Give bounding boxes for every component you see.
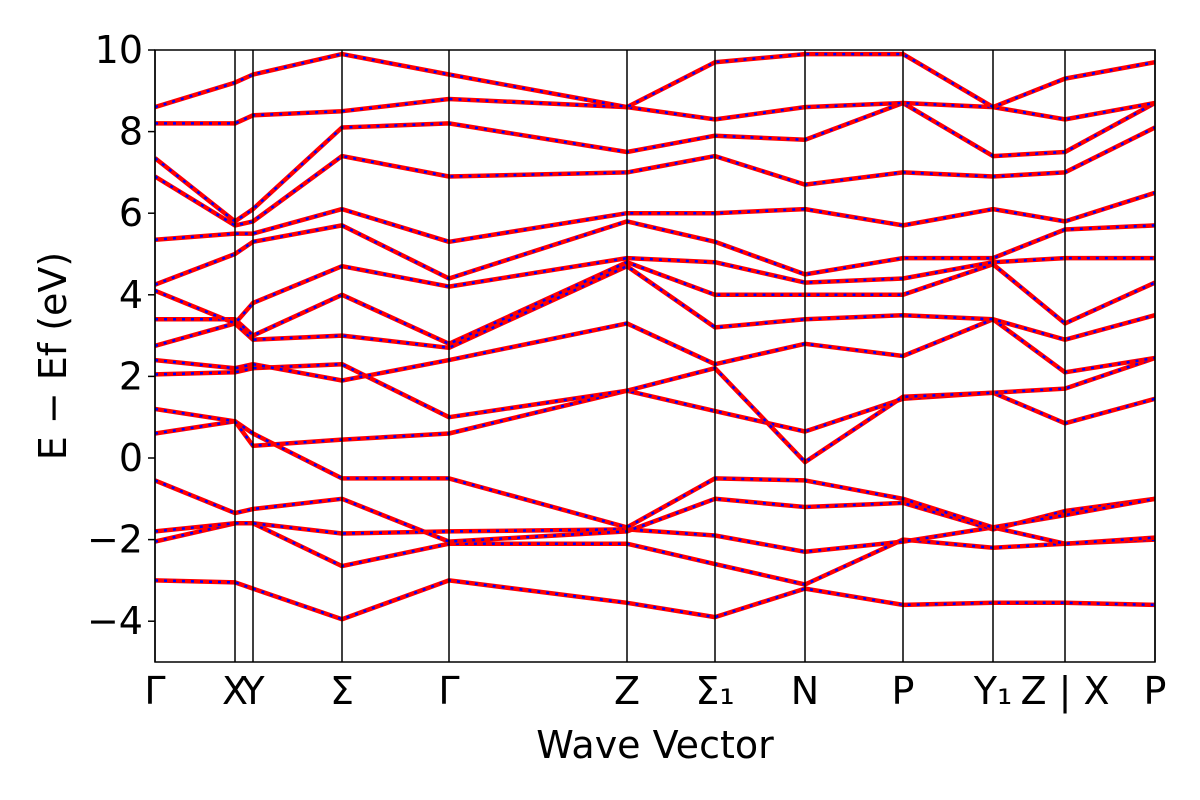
y-tick-label: 8 bbox=[119, 110, 143, 154]
y-tick-label: 0 bbox=[119, 436, 143, 480]
x-tick-label: P bbox=[892, 669, 915, 713]
band-line bbox=[155, 521, 1155, 555]
y-tick-label: 10 bbox=[95, 28, 143, 72]
x-tick-label: Z | X bbox=[1020, 669, 1109, 714]
plot-frame bbox=[154, 49, 1156, 663]
band-line-dashed bbox=[155, 356, 1155, 464]
x-axis-label: Wave Vector bbox=[536, 723, 774, 767]
band-line-dashed bbox=[155, 419, 1155, 529]
band-line bbox=[155, 263, 1155, 351]
band-line-dashed bbox=[155, 260, 1155, 346]
band-line bbox=[155, 190, 1155, 245]
y-tick-label: 4 bbox=[119, 273, 143, 317]
y-tick-label: 6 bbox=[119, 191, 143, 235]
y-axis-label: E − Ef (eV) bbox=[31, 252, 75, 461]
band-line bbox=[155, 388, 1155, 449]
x-tick-label: Γ bbox=[144, 669, 165, 713]
y-tick-label: 2 bbox=[119, 354, 143, 398]
plot-area bbox=[155, 51, 1155, 622]
band-line-dashed bbox=[155, 479, 1155, 543]
x-tick-label: Σ bbox=[330, 669, 354, 713]
band-line bbox=[155, 96, 1155, 126]
y-tick-label: −2 bbox=[87, 518, 143, 562]
x-tick-label: P bbox=[1144, 669, 1167, 713]
band-line bbox=[155, 100, 1155, 224]
band-line-dashed bbox=[155, 52, 1155, 109]
x-tick-label: Y₁ bbox=[973, 669, 1012, 713]
y-tick-label: −4 bbox=[87, 599, 143, 643]
band-line bbox=[155, 578, 1155, 622]
x-tick-label: Y bbox=[240, 669, 265, 713]
band-line bbox=[155, 51, 1155, 110]
band-line bbox=[155, 317, 1155, 383]
x-tick-label: Z bbox=[614, 669, 640, 713]
band-line-dashed bbox=[155, 256, 1155, 325]
band-line bbox=[155, 419, 1155, 530]
band-line-dashed bbox=[155, 522, 1155, 586]
x-tick-label: Σ₁ bbox=[695, 669, 734, 713]
band-line-dashed bbox=[155, 101, 1155, 223]
x-tick-label: N bbox=[791, 669, 819, 713]
band-line-dashed bbox=[155, 220, 1155, 286]
x-tick-label: X bbox=[222, 669, 248, 713]
band-line-dashed bbox=[155, 126, 1155, 227]
x-tick-label: Γ bbox=[438, 669, 459, 713]
band-line-dashed bbox=[155, 579, 1155, 621]
band-line bbox=[155, 259, 1155, 347]
